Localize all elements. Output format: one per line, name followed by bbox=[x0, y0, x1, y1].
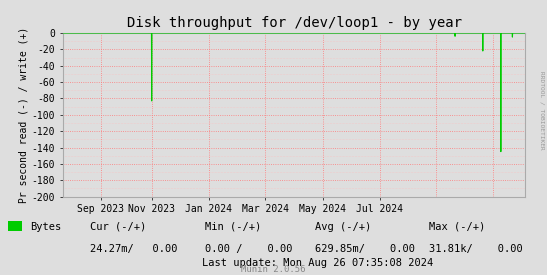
Text: 629.85m/    0.00: 629.85m/ 0.00 bbox=[315, 244, 415, 254]
Text: Munin 2.0.56: Munin 2.0.56 bbox=[241, 265, 306, 274]
Text: Max (-/+): Max (-/+) bbox=[429, 222, 486, 232]
Text: Min (-/+): Min (-/+) bbox=[205, 222, 261, 232]
Text: 24.27m/   0.00: 24.27m/ 0.00 bbox=[90, 244, 178, 254]
Text: Cur (-/+): Cur (-/+) bbox=[90, 222, 147, 232]
Text: 31.81k/    0.00: 31.81k/ 0.00 bbox=[429, 244, 523, 254]
Title: Disk throughput for /dev/loop1 - by year: Disk throughput for /dev/loop1 - by year bbox=[126, 16, 462, 31]
Text: Last update: Mon Aug 26 07:35:08 2024: Last update: Mon Aug 26 07:35:08 2024 bbox=[202, 258, 433, 268]
Text: Bytes: Bytes bbox=[30, 222, 61, 232]
Text: RRDTOOL / TOBIOETIKER: RRDTOOL / TOBIOETIKER bbox=[539, 71, 544, 149]
Y-axis label: Pr second read (-) / write (+): Pr second read (-) / write (+) bbox=[19, 27, 29, 203]
Text: 0.00 /    0.00: 0.00 / 0.00 bbox=[205, 244, 293, 254]
Text: Avg (-/+): Avg (-/+) bbox=[315, 222, 371, 232]
